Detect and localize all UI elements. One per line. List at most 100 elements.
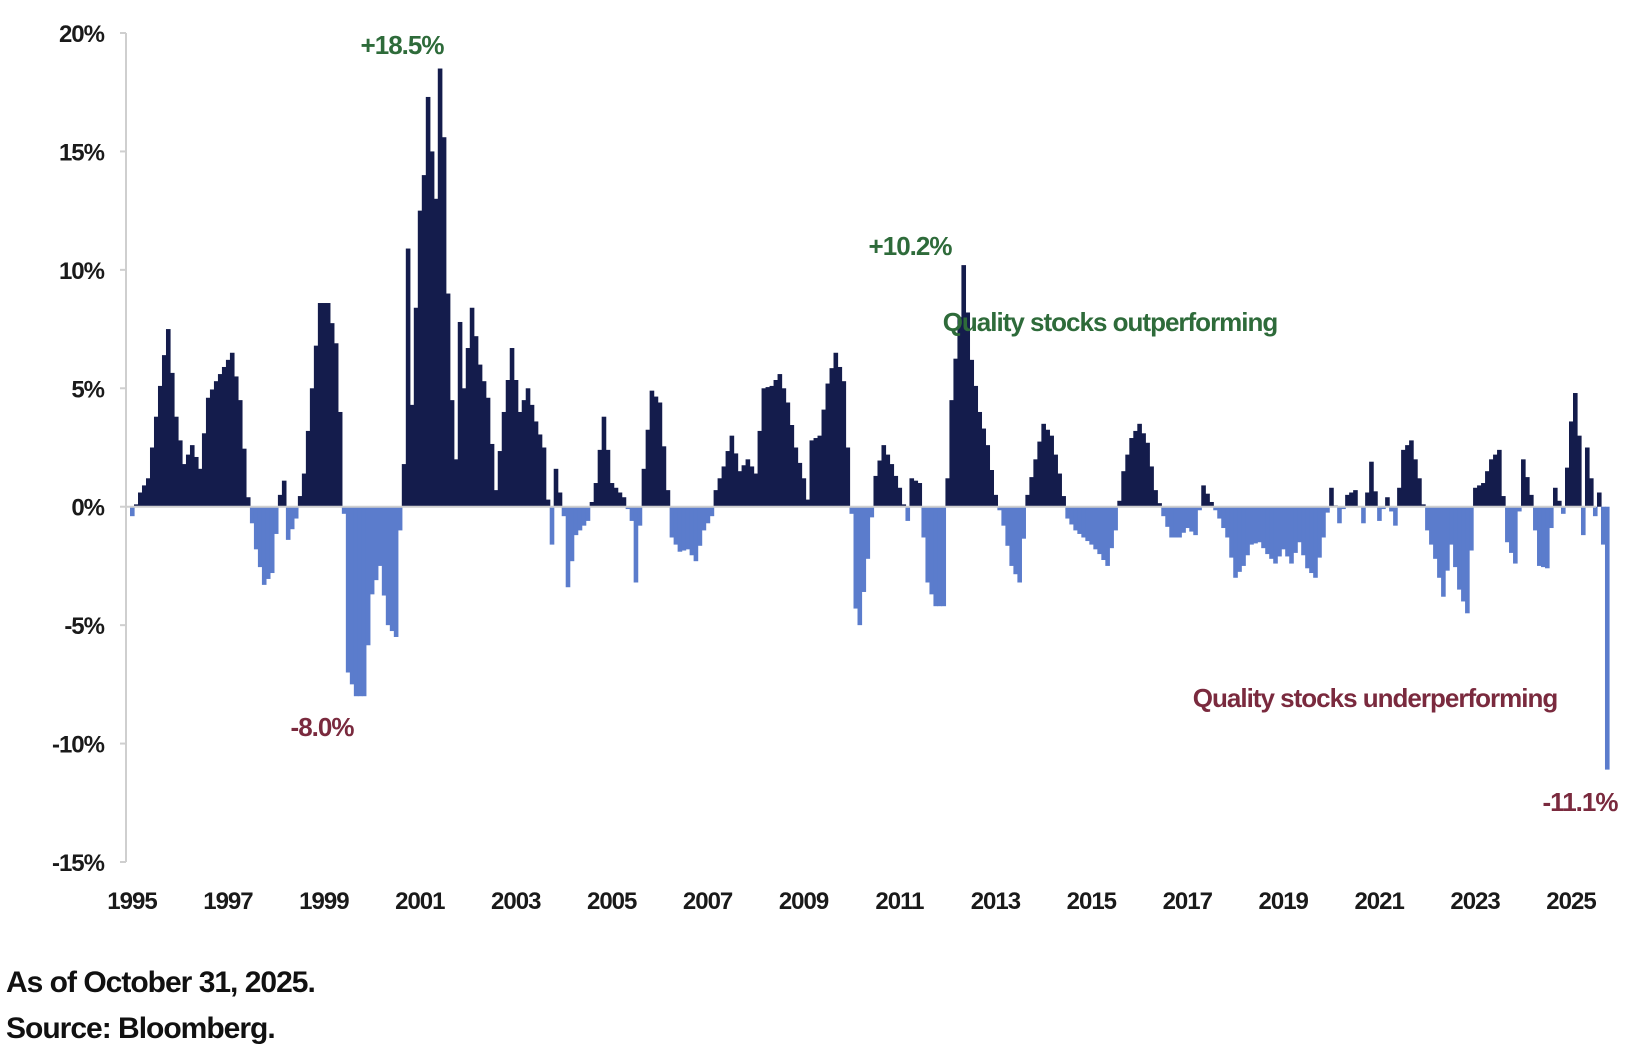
bar — [753, 473, 759, 507]
bar — [1301, 506, 1306, 556]
bar — [1501, 496, 1506, 507]
bar — [673, 506, 679, 545]
bar — [973, 385, 979, 507]
bar — [665, 490, 671, 507]
bar — [1153, 490, 1158, 507]
bar — [1385, 497, 1390, 507]
bar — [1305, 506, 1310, 569]
x-tick-label: 2021 — [1354, 888, 1404, 915]
annotation-label: Quality stocks outperforming — [943, 307, 1278, 337]
bar — [697, 506, 703, 546]
bar — [1541, 506, 1546, 568]
bar — [1241, 506, 1246, 566]
bar — [1001, 506, 1006, 526]
bar — [669, 506, 675, 538]
bar — [134, 504, 139, 507]
bar — [269, 506, 275, 574]
bar — [901, 504, 907, 507]
bar — [1277, 506, 1282, 557]
bar — [1505, 506, 1510, 543]
bar — [1049, 435, 1054, 507]
bar — [593, 483, 599, 507]
bar — [781, 388, 787, 507]
bar — [745, 459, 751, 507]
bar — [1325, 506, 1330, 513]
bar — [829, 368, 835, 507]
bar — [193, 456, 199, 507]
bar — [1329, 487, 1334, 507]
bar — [997, 506, 1002, 511]
bar — [921, 506, 927, 538]
bar — [1592, 506, 1598, 517]
bar — [889, 464, 895, 507]
y-tick-label: 5% — [71, 376, 104, 403]
bar — [437, 68, 443, 507]
bar — [761, 388, 767, 507]
bar — [165, 329, 171, 507]
bar — [709, 506, 715, 517]
bar — [361, 506, 367, 697]
bar — [705, 506, 711, 524]
bar — [1101, 506, 1106, 560]
bar — [173, 416, 179, 507]
bar — [1577, 435, 1582, 507]
bar — [1217, 506, 1222, 519]
bar — [569, 506, 575, 562]
bar — [1181, 506, 1186, 533]
bar — [909, 478, 915, 507]
bar — [1061, 496, 1066, 507]
bar — [1093, 506, 1098, 550]
bar — [517, 411, 523, 507]
bar — [629, 506, 635, 521]
bar — [329, 323, 335, 507]
bar — [369, 506, 375, 595]
bar — [541, 447, 547, 507]
bar — [1509, 506, 1514, 553]
bar — [981, 428, 987, 507]
bar — [1337, 506, 1342, 524]
bar — [1065, 506, 1070, 519]
bar — [1165, 506, 1170, 527]
bar — [365, 506, 371, 646]
annotation-label: +18.5% — [361, 30, 445, 60]
bar — [401, 464, 407, 507]
bar — [157, 385, 163, 507]
bar — [1113, 506, 1118, 531]
bar — [649, 390, 655, 507]
bar — [473, 336, 479, 507]
x-axis: 1995 1997 1999 2001 2003 2005 2007 2009 2011 2013… — [107, 505, 1597, 915]
bar — [138, 492, 143, 507]
bar — [857, 506, 863, 626]
bar — [957, 317, 963, 507]
bar — [213, 381, 219, 507]
bar — [809, 440, 815, 507]
bar — [497, 451, 503, 507]
bar — [1600, 506, 1606, 545]
bar — [749, 466, 755, 507]
bar — [501, 411, 507, 507]
bar — [273, 506, 279, 534]
bar — [993, 494, 998, 507]
bar — [565, 506, 571, 588]
bar — [717, 478, 723, 507]
x-tick-label: 1999 — [299, 888, 349, 915]
bar — [689, 506, 695, 556]
bar — [873, 475, 879, 507]
bar — [1045, 429, 1050, 507]
bar — [1285, 506, 1290, 557]
bar — [1453, 506, 1458, 568]
bar — [1537, 506, 1542, 566]
bar — [881, 445, 887, 507]
bar — [1117, 500, 1122, 507]
bar — [485, 397, 491, 507]
bar — [537, 434, 543, 507]
bar — [161, 355, 167, 507]
bar — [1137, 423, 1142, 507]
bar — [257, 506, 263, 568]
bar — [1433, 506, 1438, 559]
bar — [1401, 449, 1406, 507]
bar — [1017, 506, 1022, 583]
bar — [413, 307, 419, 507]
bar — [1269, 506, 1274, 559]
